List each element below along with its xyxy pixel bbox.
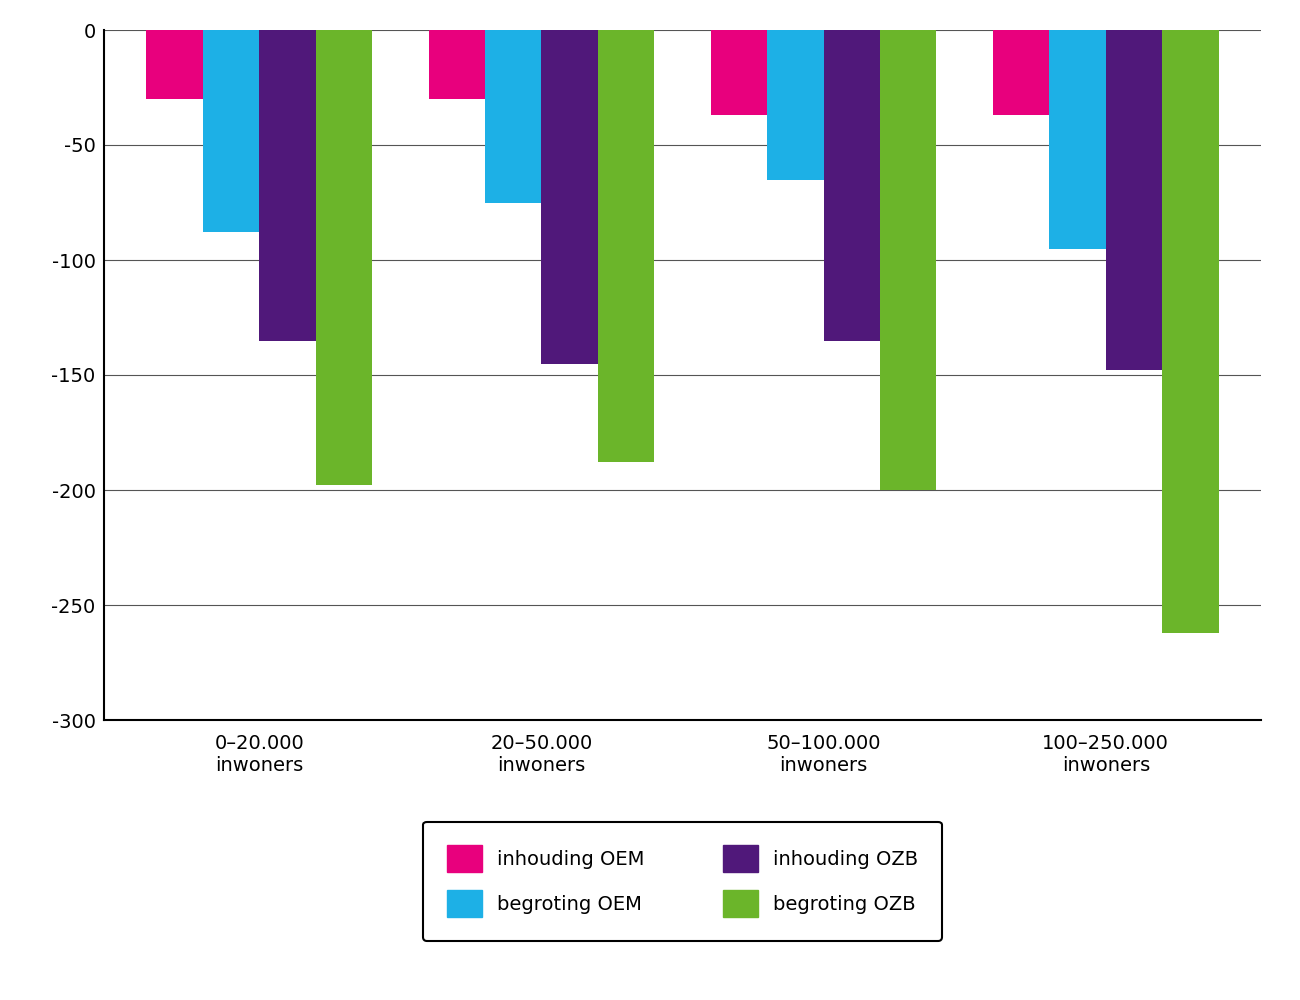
Bar: [541, 30, 598, 363]
Legend: inhouding OEM, begroting OEM, inhouding OZB, begroting OZB: inhouding OEM, begroting OEM, inhouding …: [424, 822, 941, 941]
Bar: [993, 30, 1049, 115]
Bar: [767, 30, 824, 180]
Bar: [1049, 30, 1106, 248]
Bar: [429, 30, 485, 99]
Bar: [147, 30, 203, 99]
Bar: [203, 30, 259, 232]
Bar: [316, 30, 372, 485]
Bar: [711, 30, 767, 115]
Bar: [824, 30, 880, 340]
Bar: [880, 30, 936, 490]
Bar: [259, 30, 316, 340]
Bar: [1162, 30, 1218, 633]
Bar: [485, 30, 541, 202]
Bar: [598, 30, 654, 462]
Bar: [1106, 30, 1162, 370]
